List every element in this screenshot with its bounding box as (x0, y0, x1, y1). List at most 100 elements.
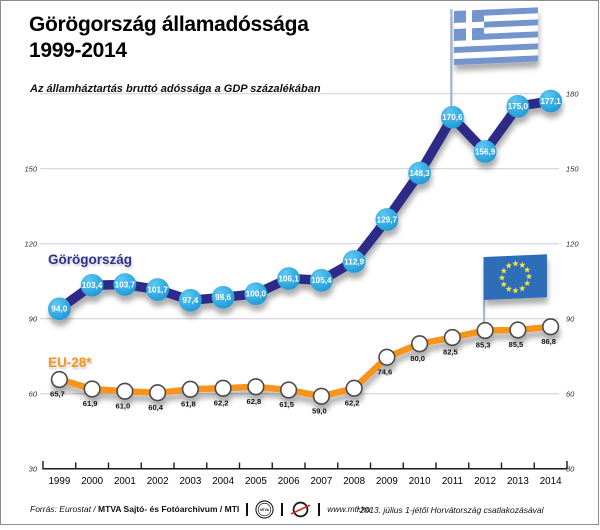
greek-flag-icon (454, 7, 538, 66)
flag-stripe (454, 55, 538, 66)
divider (281, 502, 284, 516)
greece-data-point (408, 161, 432, 185)
greece-data-point (440, 105, 464, 129)
flag-stripe (454, 37, 538, 48)
title-line1: Görögország államadóssága (29, 13, 309, 36)
greece-data-point (113, 273, 137, 296)
eu-data-point (509, 321, 527, 339)
eu-flag-star (519, 285, 526, 292)
eu-value-label: 82,5 (443, 348, 459, 357)
eu-value-label: 85,3 (476, 341, 491, 350)
greece-data-point (47, 297, 71, 321)
eu-value-label: 80,0 (410, 354, 425, 363)
eu-flag-star (512, 287, 519, 294)
greece-data-point (178, 288, 202, 312)
eu-value-label: 62,8 (246, 397, 261, 406)
source-prefix: Forrás: Eurostat / (30, 504, 96, 514)
eu-data-point (214, 379, 232, 397)
greece-data-point (244, 282, 268, 306)
eu-value-label: 61,5 (279, 400, 295, 409)
divider (246, 502, 249, 516)
x-axis-year-label: 2002 (147, 476, 169, 487)
greece-value-label: 105,4 (311, 276, 332, 285)
greece-data-point (80, 273, 104, 297)
eu-flag-star (505, 285, 512, 292)
eu-value-label: 61,8 (181, 399, 196, 408)
eu-value-label: 61,9 (83, 399, 98, 408)
x-axis-year-label: 2003 (179, 476, 201, 487)
eu-data-point (542, 318, 560, 336)
eu-data-point (312, 387, 330, 405)
greece-value-label: 148,3 (409, 169, 430, 178)
greece-line (54, 96, 556, 314)
source-text: Forrás: Eurostat / MTVA Sajtó- és Fotóar… (30, 504, 239, 514)
y-axis-tick-label: 30 (566, 464, 575, 473)
x-axis-year-label: 2000 (81, 476, 103, 487)
eu-data-point (83, 380, 101, 398)
eu-value-label: 60,4 (148, 403, 164, 412)
eu-data-point (378, 348, 396, 366)
eu-data-point (149, 384, 167, 402)
x-axis-year-label: 2008 (343, 476, 365, 487)
page-title: Görögország államadóssága 1999-2014 (29, 12, 309, 64)
series-label-greece: Görögország (48, 252, 133, 267)
greece-data-point (506, 94, 530, 118)
x-axis-year-label: 2014 (540, 476, 562, 487)
greece-data-point (473, 140, 497, 163)
greece-value-label: 106,1 (278, 274, 299, 283)
greece-data-point (539, 89, 563, 113)
x-axis-year-label: 2007 (310, 476, 332, 487)
eu-value-label: 86,8 (541, 337, 556, 346)
eu-data-point (443, 328, 461, 347)
greece-value-label: 103,7 (115, 280, 136, 289)
divider (318, 502, 321, 516)
chart-subtitle: Az államháztartás bruttó adóssága a GDP … (30, 83, 321, 95)
eu-data-point (280, 381, 298, 399)
x-axis-year-label: 2006 (278, 476, 300, 487)
flag-stripe (454, 49, 538, 60)
greece-value-label: 112,9 (344, 257, 364, 266)
x-axis-year-label: 2010 (409, 476, 431, 487)
greece-value-label: 101,7 (147, 285, 168, 294)
y-axis-tick-label: 30 (29, 464, 38, 473)
y-axis-tick-label: 60 (566, 389, 575, 398)
greece-value-label: 100,0 (246, 290, 267, 299)
y-axis-tick-label: 150 (24, 164, 37, 173)
eu-data-point (411, 335, 429, 353)
eu-flag-star (505, 262, 512, 269)
eu-flag-star (498, 274, 506, 281)
greece-series (47, 89, 563, 321)
greece-data-point (375, 208, 399, 231)
eu-data-point (476, 321, 494, 340)
greece-value-label: 177,1 (540, 97, 561, 106)
eu-flag-icon (484, 254, 547, 300)
x-axis-year-label: 2012 (474, 476, 496, 487)
eu-flag-star (525, 273, 533, 280)
greece-value-label: 94,0 (51, 305, 67, 314)
greece-data-point (342, 250, 366, 273)
eu-data-point (50, 370, 68, 389)
greece-data-point (211, 285, 235, 309)
website-link: www.mti.hu (327, 504, 371, 514)
x-axis-year-label: 2004 (212, 476, 234, 487)
footnote: *2013. július 1-jétől Horvátország csatl… (356, 505, 544, 515)
svg-text:MTVA: MTVA (260, 507, 270, 511)
greece-value-label: 103,4 (82, 281, 103, 290)
eu-line (56, 323, 554, 400)
flag-cross-horizontal (454, 21, 484, 30)
x-axis-year-label: 2001 (114, 476, 136, 487)
flag-stripe (454, 43, 538, 54)
eu-value-label: 59,0 (312, 406, 327, 415)
eu-flag-star (500, 267, 507, 274)
x-axis-year-label: 2009 (376, 476, 398, 487)
eu-value-label: 61,0 (115, 401, 130, 410)
eu-value-label: 65,7 (50, 390, 65, 399)
source-bold: MTVA Sajtó- és Fotóarchivum / MTI (98, 504, 240, 514)
eu-flag-star (524, 266, 531, 273)
eu-data-point (181, 380, 199, 398)
y-axis-tick-label: 120 (24, 239, 37, 248)
eu-data-point (345, 379, 363, 397)
eu-series (50, 318, 560, 405)
mtva-logo-icon: MTVA (255, 499, 274, 519)
